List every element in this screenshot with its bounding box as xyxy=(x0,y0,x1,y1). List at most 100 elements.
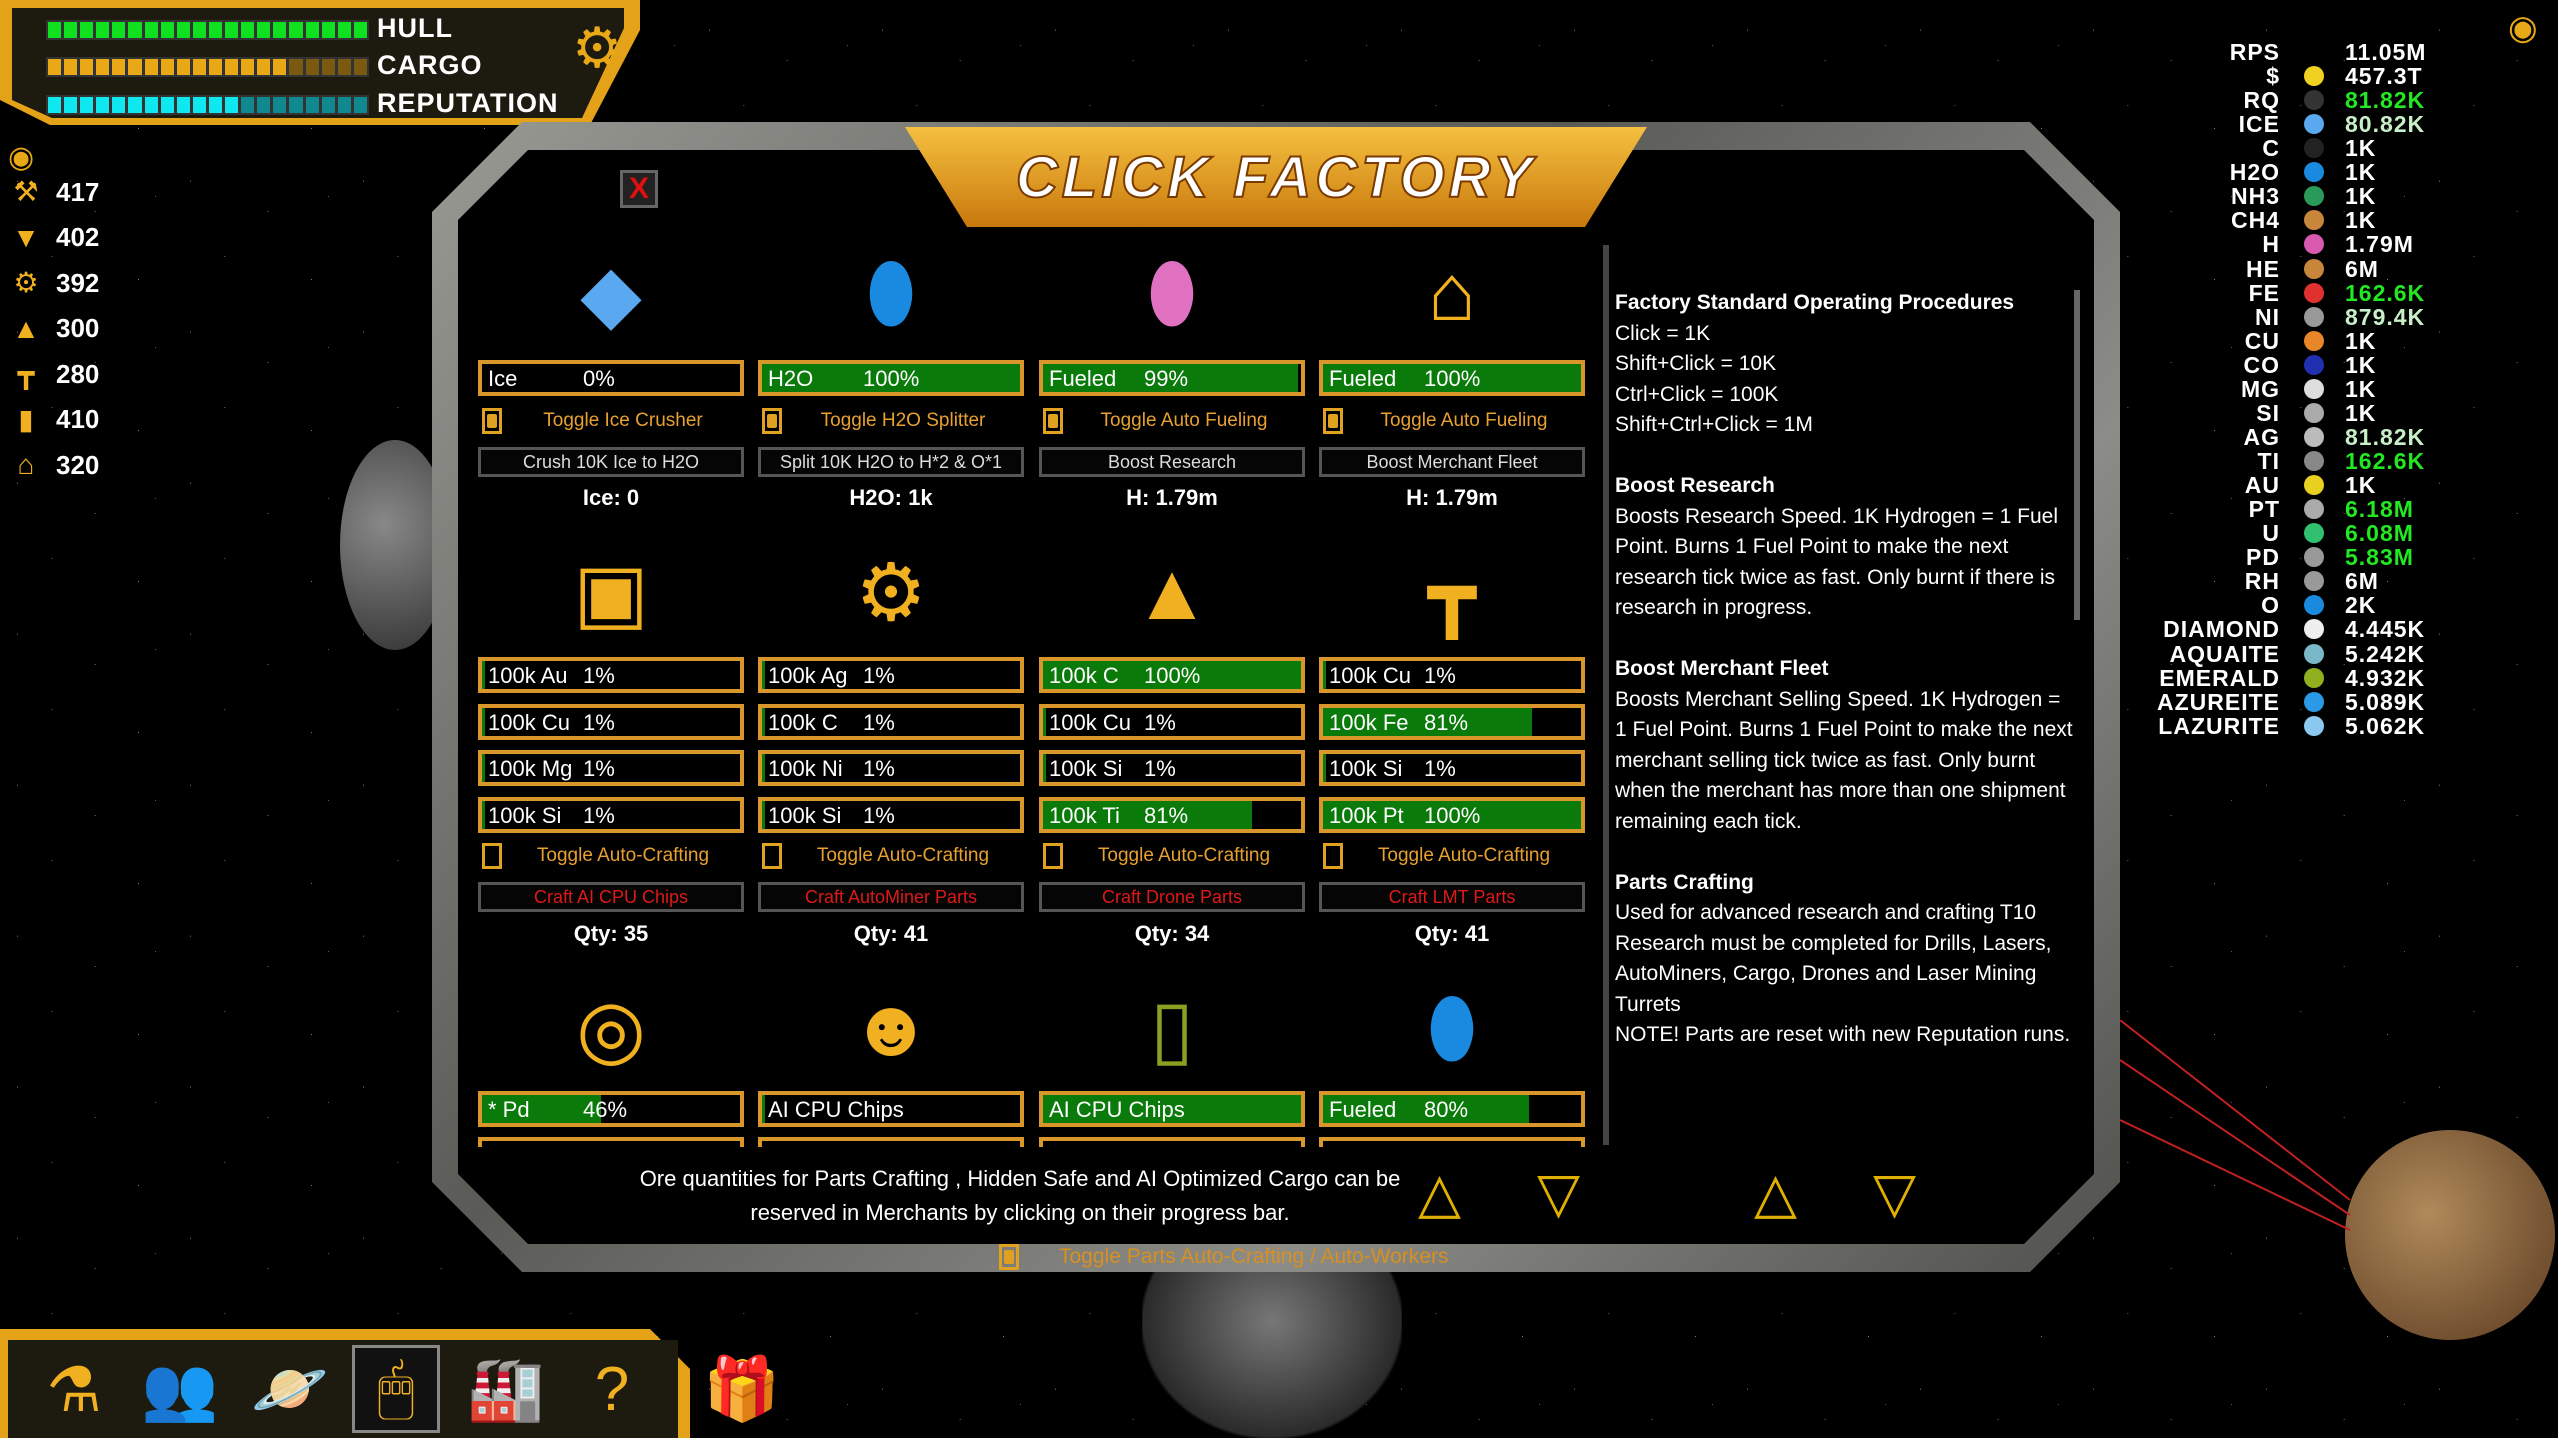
laser-turret-icon: ┳ xyxy=(1427,547,1477,637)
bar-label: Fueled xyxy=(1329,1097,1397,1122)
checkbox[interactable] xyxy=(1323,843,1343,869)
toggle[interactable]: Toggle H2O Splitter xyxy=(758,406,1024,436)
progress-bar[interactable]: Fueled 100% xyxy=(1319,360,1585,396)
progress-bar[interactable]: AI CPU Chips xyxy=(1039,1091,1305,1127)
bar-label: AI CPU Chips xyxy=(1049,1097,1185,1122)
checkbox[interactable] xyxy=(762,843,782,869)
eye-icon-top-right[interactable]: ◉ xyxy=(2508,9,2538,47)
craft-button[interactable]: Craft LMT Parts xyxy=(1319,882,1585,912)
resource-row: EMERALD 4.932K xyxy=(2100,666,2550,690)
bar-percent: 1% xyxy=(583,709,615,735)
eye-icon[interactable]: ◉ xyxy=(8,141,35,174)
stat-cargo: ▮ 410 xyxy=(10,404,99,436)
scroll-down-left-button[interactable]: ▽ xyxy=(1537,1161,1581,1224)
resource-value: 162.6K xyxy=(2345,448,2426,475)
bar-fill xyxy=(1043,1095,1301,1123)
craft-button[interactable]: Craft AutoMiner Parts xyxy=(758,882,1024,912)
bar-text: 100k Si 1% xyxy=(488,803,615,829)
resource-row: U 6.08M xyxy=(2100,521,2550,545)
scroll-down-right-button[interactable]: ▽ xyxy=(1873,1161,1917,1224)
toggle[interactable]: Toggle Ice Crusher xyxy=(478,406,744,436)
ore-bar[interactable]: 100k Ni 1% xyxy=(758,750,1024,786)
planet-icon[interactable]: 🪐 xyxy=(251,1354,329,1424)
info-section: Parts Crafting Used for advanced research… xyxy=(1615,868,2075,1052)
progress-bar[interactable]: Fueled 99% xyxy=(1039,360,1305,396)
craft-button[interactable]: Craft AI CPU Chips xyxy=(478,882,744,912)
gear-icon[interactable]: ⚙ xyxy=(572,16,623,79)
toggle-label: Toggle Auto Fueling xyxy=(1100,410,1268,431)
ore-bar[interactable]: 100k Ag 1% xyxy=(758,657,1024,693)
ore-bar[interactable]: 100k C 1% xyxy=(758,703,1024,740)
ore-bar[interactable]: 100k Pt 100% xyxy=(1319,796,1585,833)
checkbox[interactable] xyxy=(1043,408,1063,434)
progress-bar[interactable]: AI CPU Chips xyxy=(758,1091,1024,1127)
bar-label: H2O xyxy=(768,366,814,391)
checkbox[interactable] xyxy=(999,1244,1019,1270)
ore-bar[interactable]: 100k Ti 81% xyxy=(1039,796,1305,833)
bar-percent: 81% xyxy=(1424,709,1469,735)
ore-bar-partial[interactable] xyxy=(758,1137,1024,1147)
ore-bar[interactable]: 100k Cu 1% xyxy=(1319,657,1585,693)
craft-button[interactable]: Craft Drone Parts xyxy=(1039,882,1305,912)
resource-row: LAZURITE 5.062K xyxy=(2100,714,2550,738)
action-button[interactable]: Split 10K H2O to H*2 & O*1 xyxy=(758,447,1024,477)
checkbox[interactable] xyxy=(762,408,782,434)
toggle[interactable]: Toggle Auto-Crafting xyxy=(478,841,744,871)
bar-label: * Pd xyxy=(488,1097,530,1122)
ore-bar[interactable]: 100k Si 1% xyxy=(1039,750,1305,786)
toggle[interactable]: Toggle Auto Fueling xyxy=(1319,406,1585,436)
checkbox[interactable] xyxy=(1323,408,1343,434)
azureite-icon xyxy=(2304,691,2324,712)
checkbox[interactable] xyxy=(482,408,502,434)
ore-bar[interactable]: 100k C 100% xyxy=(1039,657,1305,693)
info-scrollbar[interactable] xyxy=(2074,290,2080,620)
toggle[interactable]: Toggle Auto Fueling xyxy=(1039,406,1305,436)
bar-text: 100k Cu 1% xyxy=(1049,710,1176,736)
ore-bar[interactable]: 100k Au 1% xyxy=(478,657,744,693)
resource-name: RQ xyxy=(2243,87,2280,114)
close-button[interactable]: X xyxy=(620,170,658,208)
help-book-icon[interactable]: ? xyxy=(594,1354,630,1424)
progress-bar[interactable]: H2O 100% xyxy=(758,360,1024,396)
action-button[interactable]: Boost Research xyxy=(1039,447,1305,477)
info-line: Boosts Merchant Selling Speed. 1K Hydrog… xyxy=(1615,687,2073,833)
toggle[interactable]: Toggle Auto-Crafting xyxy=(1039,841,1305,871)
flask-icon[interactable]: ⚗ xyxy=(46,1355,102,1425)
scroll-up-left-button[interactable]: △ xyxy=(1418,1161,1462,1224)
progress-bar[interactable]: * Pd 46% xyxy=(478,1091,744,1127)
ore-bar-partial[interactable] xyxy=(478,1137,744,1147)
gift-icon[interactable]: 🎁 xyxy=(703,1354,781,1424)
toggle[interactable]: Toggle Auto-Crafting xyxy=(758,841,1024,871)
ore-bar[interactable]: 100k Cu 1% xyxy=(478,703,744,740)
ice-crystal-icon: ◆ xyxy=(580,248,642,338)
parts-auto-crafting-toggle[interactable]: Toggle Parts Auto-Crafting / Auto-Worker… xyxy=(995,1244,1448,1270)
ore-bar-partial[interactable] xyxy=(1039,1137,1305,1147)
progress-bar[interactable]: Fueled 80% xyxy=(1319,1091,1585,1127)
crew-icon[interactable]: 👥 xyxy=(141,1354,219,1424)
checkbox[interactable] xyxy=(482,843,502,869)
action-button[interactable]: Crush 10K Ice to H2O xyxy=(478,447,744,477)
bar-text: Ice 0% xyxy=(488,366,615,392)
bar-percent: 100% xyxy=(1424,802,1481,828)
bar-percent: 81% xyxy=(1144,802,1189,828)
ore-bar[interactable]: 100k Cu 1% xyxy=(1039,703,1305,740)
resource-value: 6M xyxy=(2345,255,2379,282)
ore-bar-partial[interactable] xyxy=(1319,1137,1585,1147)
ore-bar[interactable]: 100k Si 1% xyxy=(758,796,1024,833)
checkbox[interactable] xyxy=(1043,843,1063,869)
action-button[interactable]: Boost Merchant Fleet xyxy=(1319,447,1585,477)
factory-icon[interactable]: 🏭 xyxy=(467,1354,545,1424)
ore-bar[interactable]: 100k Mg 1% xyxy=(478,750,744,786)
toggle[interactable]: Toggle Auto-Crafting xyxy=(1319,841,1585,871)
bar-label: 100k Cu xyxy=(1329,663,1411,688)
scroll-up-right-button[interactable]: △ xyxy=(1754,1161,1798,1224)
mouse-icon[interactable]: 🖱 xyxy=(352,1345,440,1433)
rq-icon xyxy=(2304,90,2324,111)
ore-bar[interactable]: 100k Si 1% xyxy=(478,796,744,833)
ore-bar[interactable]: 100k Fe 81% xyxy=(1319,703,1585,740)
progress-bar[interactable]: Ice 0% xyxy=(478,360,744,396)
ore-bar[interactable]: 100k Si 1% xyxy=(1319,750,1585,786)
resource-name: TI xyxy=(2257,448,2280,475)
bar-text: * Pd 46% xyxy=(488,1097,627,1123)
bar-percent: 0% xyxy=(583,366,615,391)
